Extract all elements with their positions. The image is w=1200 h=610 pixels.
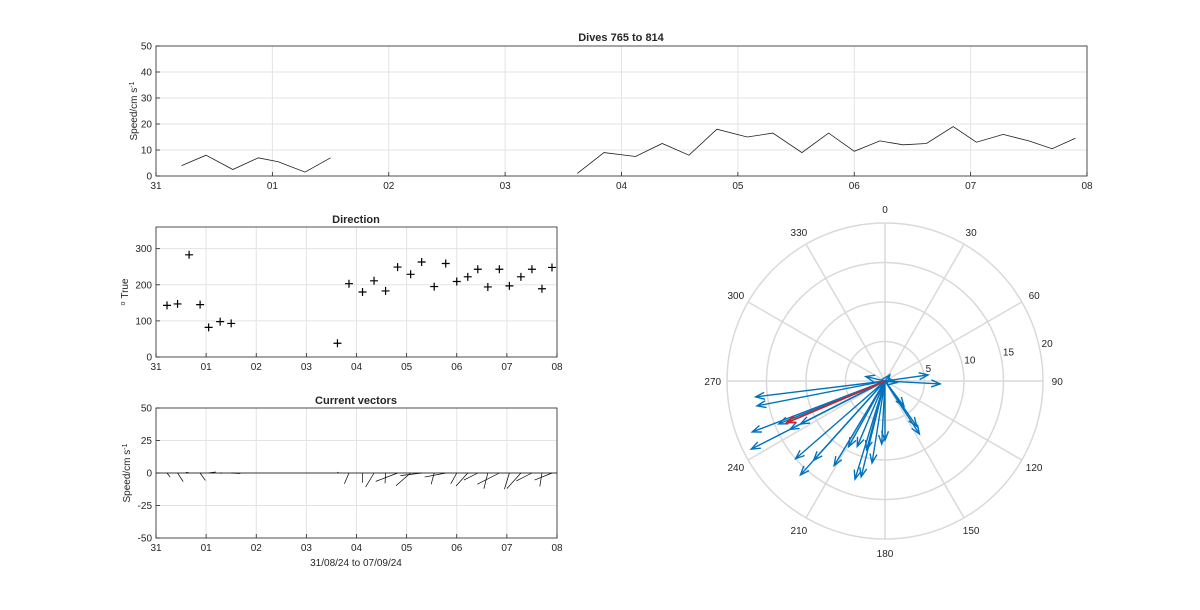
vectors-xtick-label: 31 <box>150 543 162 554</box>
vectors-ylabel: Speed/cm s-1 <box>122 443 134 502</box>
speed-xtick-label: 01 <box>267 181 279 192</box>
speed-ytick-label: 20 <box>141 120 153 131</box>
vectors-ytick-label: -50 <box>138 534 153 545</box>
direction-ytick-label: 200 <box>135 280 152 291</box>
speed-ytick-label: 0 <box>146 172 152 183</box>
direction-grid <box>156 227 557 357</box>
speed-xtick-label: 06 <box>849 181 861 192</box>
vectors-ytick-label: 0 <box>146 469 152 480</box>
speed-ytick-label: 50 <box>141 42 153 53</box>
vectors-ytick-label: 50 <box>141 404 153 415</box>
direction-xtick-label: 06 <box>451 362 463 373</box>
vectors-ytick-label: -25 <box>138 501 153 512</box>
polar-angle-label: 300 <box>728 291 745 302</box>
vectors-xtick-label: 08 <box>551 543 563 554</box>
polar-vectors <box>751 373 940 479</box>
vectors-ytick-label: 25 <box>141 436 153 447</box>
vectors-xtick-label: 01 <box>201 543 213 554</box>
speed-panel: 31 01 02 03 04 05 06 07 08 0 10 20 30 40 50 Dives 765 … <box>129 32 1093 192</box>
polar-angle-label: 240 <box>728 463 745 474</box>
speed-title: Dives 765 to 814 <box>578 32 664 44</box>
direction-ytick-label: 0 <box>146 353 152 364</box>
vectors-xtick-label: 02 <box>251 543 263 554</box>
speed-ytick-label: 30 <box>141 94 153 105</box>
polar-angle-label: 210 <box>791 526 808 537</box>
vectors-panel: 31 01 02 03 04 05 06 07 08 -50 -25 0 25 50 Current ve… <box>122 395 563 569</box>
direction-xtick-label: 31 <box>150 362 162 373</box>
polar-spoke <box>885 302 1022 381</box>
polar-angle-label: 0 <box>882 205 888 216</box>
direction-ylabel: oTrue <box>120 278 132 306</box>
direction-title: Direction <box>332 214 380 226</box>
vectors-xtick-label: 07 <box>501 543 513 554</box>
polar-angle-label: 330 <box>791 228 808 239</box>
polar-spoke <box>806 244 885 381</box>
polar-angle-label: 90 <box>1052 377 1064 388</box>
speed-ytick-label: 40 <box>141 68 153 79</box>
polar-r-label: 15 <box>1003 347 1015 358</box>
direction-xtick-label: 04 <box>351 362 363 373</box>
polar-angle-label: 180 <box>877 549 894 560</box>
polar-panel: 5 10 15 20 0 30 60 90 120 150 180 210 240 270 300 330 <box>704 205 1063 560</box>
polar-angle-label: 120 <box>1026 463 1043 474</box>
speed-ytick-label: 10 <box>141 146 153 157</box>
direction-xtick-label: 08 <box>551 362 563 373</box>
direction-ytick-label: 100 <box>135 316 152 327</box>
direction-panel: 31 01 02 03 04 05 06 07 08 0 100 200 300 Direction o… <box>120 214 563 373</box>
direction-xtick-label: 05 <box>401 362 413 373</box>
speed-grid <box>156 46 1087 176</box>
polar-spoke <box>748 302 885 381</box>
polar-angle-label: 30 <box>966 228 978 239</box>
direction-xtick-label: 07 <box>501 362 513 373</box>
speed-ylabel: Speed/cm s-1 <box>129 81 141 140</box>
direction-xtick-label: 01 <box>201 362 213 373</box>
vectors-xtick-label: 06 <box>451 543 463 554</box>
vectors-xtick-label: 05 <box>401 543 413 554</box>
polar-spoke <box>885 381 1022 460</box>
polar-spoke <box>885 244 964 381</box>
vectors-xtick-label: 04 <box>351 543 363 554</box>
speed-xtick-label: 31 <box>150 181 162 192</box>
speed-xtick-label: 07 <box>965 181 977 192</box>
polar-angle-label: 270 <box>704 377 721 388</box>
speed-xtick-label: 03 <box>500 181 512 192</box>
direction-xtick-label: 02 <box>251 362 263 373</box>
polar-r-label: 10 <box>964 356 976 367</box>
polar-r-label: 5 <box>926 364 932 375</box>
direction-ytick-label: 300 <box>135 244 152 255</box>
vectors-xtick-label: 03 <box>301 543 313 554</box>
speed-xtick-label: 05 <box>732 181 744 192</box>
speed-xtick-label: 02 <box>383 181 395 192</box>
vectors-title: Current vectors <box>315 395 397 407</box>
speed-xtick-label: 04 <box>616 181 628 192</box>
polar-angle-label: 60 <box>1029 291 1041 302</box>
speed-xtick-label: 08 <box>1081 181 1093 192</box>
vectors-xlabel: 31/08/24 to 07/09/24 <box>310 558 402 569</box>
direction-xtick-label: 03 <box>301 362 313 373</box>
polar-angle-label: 150 <box>963 526 980 537</box>
polar-r-label: 20 <box>1042 339 1054 350</box>
